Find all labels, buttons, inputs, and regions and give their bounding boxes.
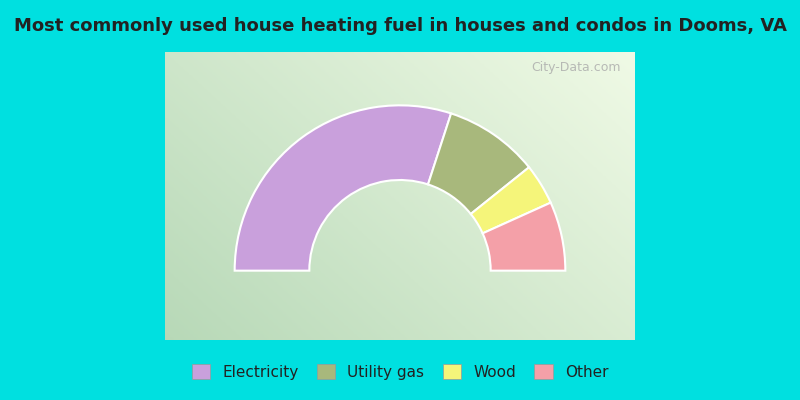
Text: Most commonly used house heating fuel in houses and condos in Dooms, VA: Most commonly used house heating fuel in… xyxy=(14,17,786,35)
Wedge shape xyxy=(470,167,550,233)
Wedge shape xyxy=(482,203,566,271)
Text: City-Data.com: City-Data.com xyxy=(531,61,621,74)
Legend: Electricity, Utility gas, Wood, Other: Electricity, Utility gas, Wood, Other xyxy=(186,358,614,386)
Wedge shape xyxy=(234,105,451,271)
Wedge shape xyxy=(428,114,529,214)
